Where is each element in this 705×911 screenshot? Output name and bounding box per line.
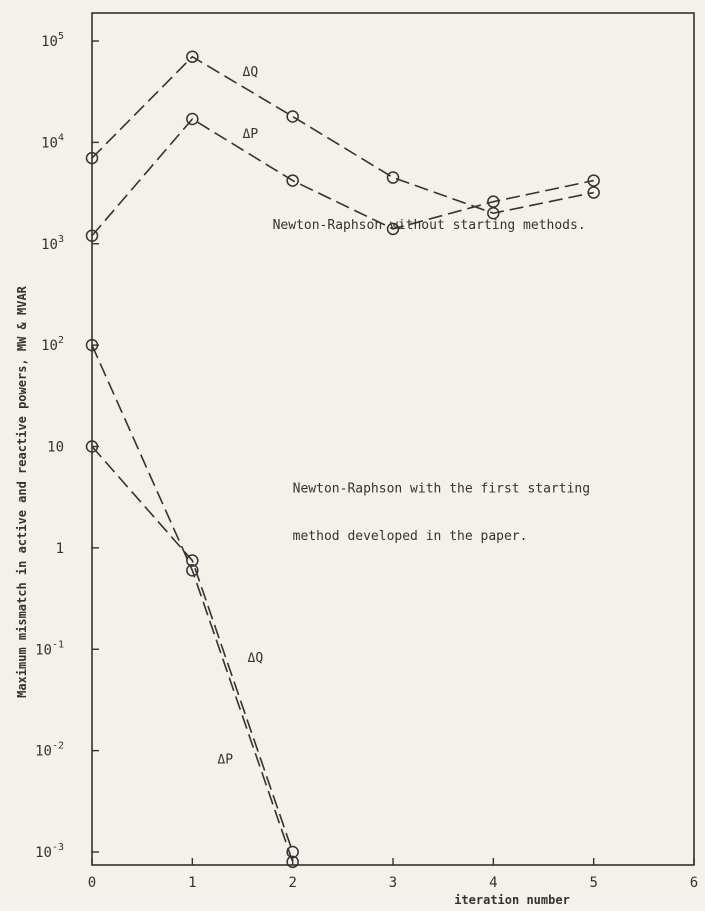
annotation-text: method developed in the paper.: [293, 529, 528, 544]
annotation-text: Newton-Raphson without starting methods.: [273, 218, 586, 233]
data-point: [186, 554, 199, 567]
series-labels: ΔQ ΔP ΔQ ΔP: [217, 65, 263, 767]
data-point: [85, 440, 99, 453]
y-axis-ticks: 10-3 10-2 10-1 1 10 102 103 104 105: [35, 31, 99, 861]
plot-frame: [91, 12, 695, 866]
series-label: ΔQ: [243, 65, 259, 80]
x-tick-label: 2: [288, 875, 296, 891]
data-point: [286, 855, 299, 869]
data-point: [186, 564, 199, 577]
x-axis-label: iteration number: [454, 893, 570, 907]
data-point: [286, 845, 299, 859]
y-axis-label: Maximum mismatch in active and reactive …: [15, 285, 29, 698]
data-point: [186, 50, 199, 63]
x-tick-label: 3: [389, 875, 397, 891]
data-point: [587, 174, 600, 187]
series-line: [91, 445, 294, 853]
series-label: ΔP: [243, 127, 259, 142]
y-tick-label: 102: [41, 335, 64, 354]
data-point: [85, 338, 99, 352]
x-tick-label: 6: [690, 875, 698, 891]
data-point: [286, 110, 299, 123]
series-line: [91, 55, 594, 215]
y-tick-label: 104: [41, 132, 64, 151]
x-tick-label: 4: [489, 875, 497, 891]
data-point: [286, 174, 299, 187]
data-point: [386, 171, 400, 184]
y-tick-label: 103: [41, 234, 64, 253]
y-tick-label: 10-2: [35, 741, 64, 760]
data-point: [587, 186, 600, 199]
x-tick-label: 5: [589, 875, 597, 891]
x-tick-label: 1: [188, 875, 196, 891]
series-label: ΔP: [217, 752, 233, 767]
series-label: ΔQ: [248, 651, 264, 666]
series-line: [91, 344, 294, 863]
series-layer: [85, 50, 600, 869]
x-tick-label: 0: [88, 875, 96, 891]
series-line: [91, 117, 594, 237]
data-point: [186, 112, 199, 126]
y-tick-label: 10: [47, 440, 64, 456]
y-tick-label: 10-3: [35, 842, 64, 861]
data-point: [386, 222, 400, 236]
y-tick-label: 105: [41, 31, 64, 50]
data-point: [85, 151, 99, 165]
y-tick-label: 10-1: [35, 639, 64, 658]
annotation-text: Newton-Raphson with the first starting: [293, 482, 590, 497]
data-point: [85, 229, 99, 242]
data-point: [487, 195, 500, 208]
y-tick-label: 1: [56, 541, 64, 557]
annotations: Newton-Raphson without starting methods.…: [273, 218, 590, 544]
x-axis-ticks: 0 1 2 3 4 5 6: [88, 858, 698, 891]
